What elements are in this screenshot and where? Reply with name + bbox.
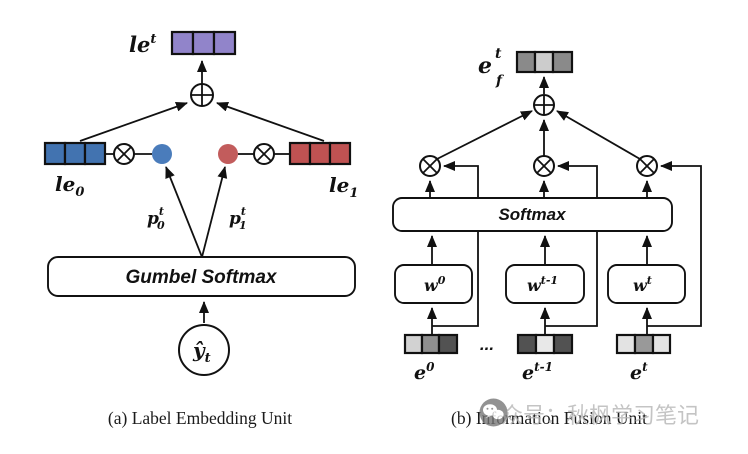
et1-label: et-1 <box>522 360 553 384</box>
e0-vector <box>403 333 459 355</box>
arrow-left-to-sum <box>79 101 188 142</box>
wt-box <box>607 264 686 304</box>
gumbel-softmax-label: Gumbel Softmax <box>126 267 278 288</box>
et1-vector <box>516 333 574 355</box>
output-embedding-label: let <box>129 32 156 57</box>
diagram-svg: let <box>43 30 702 384</box>
label-embedding-unit: let <box>43 30 358 376</box>
et-vector <box>615 333 672 355</box>
softmax-label: Softmax <box>498 205 567 224</box>
w0-label: w0 <box>424 274 446 295</box>
multiply-node-2 <box>636 155 658 177</box>
arrow-right-to-sum <box>216 101 325 142</box>
arrow-mul0-to-sum <box>436 110 533 160</box>
wt1-box <box>505 264 585 304</box>
svg-text:t: t <box>495 46 502 62</box>
ellipsis: ... <box>480 335 494 354</box>
output-embedding-vector <box>170 30 237 56</box>
multiply-node-0 <box>419 155 441 177</box>
svg-text:f: f <box>495 73 505 89</box>
skip-et-to-mul2 <box>647 161 702 327</box>
svg-text:e: e <box>478 53 492 79</box>
arrow-gumbel-to-prob0 <box>165 166 203 258</box>
yhat-label: ŷt <box>192 338 211 366</box>
label1-text: le1 <box>329 173 358 201</box>
plus-node <box>190 83 214 107</box>
plus-node-b <box>533 94 555 116</box>
prob0-dot <box>152 144 172 164</box>
label0-embedding-vector <box>43 141 107 166</box>
information-fusion-unit: e t f <box>392 46 702 384</box>
et-label: et <box>630 360 648 384</box>
label0-text: le0 <box>55 172 84 200</box>
w0-box <box>394 264 473 304</box>
multiply-node-right <box>253 143 275 165</box>
softmax-box <box>392 197 673 232</box>
e0-label: e0 <box>414 360 435 384</box>
skip-e0-to-mul0 <box>432 161 479 327</box>
fused-embedding-vector <box>515 50 574 74</box>
caption-b: (b) Information Fusion Unit <box>451 408 647 428</box>
arrow-mul2-to-sum <box>556 110 641 160</box>
arrow-gumbel-to-prob1 <box>201 166 228 258</box>
label1-embedding-vector <box>288 141 352 166</box>
prob1-label: pt 1 <box>229 205 247 232</box>
caption-a: (a) Label Embedding Unit <box>107 408 293 428</box>
prob0-label: pt 0 <box>147 205 165 232</box>
wt1-label: wt-1 <box>527 274 558 295</box>
multiply-node-left <box>113 143 135 165</box>
fused-embedding-label: e t f <box>478 46 505 89</box>
gumbel-softmax-box <box>47 256 356 297</box>
yhat-node <box>178 324 230 376</box>
prob1-dot <box>218 144 238 164</box>
skip-et1-to-mul1 <box>545 161 598 327</box>
multiply-node-1 <box>533 155 555 177</box>
wt-label: wt <box>633 274 652 295</box>
